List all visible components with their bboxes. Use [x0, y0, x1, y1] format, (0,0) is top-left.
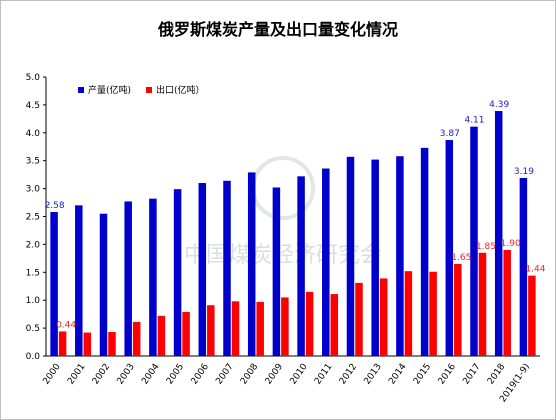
- data-label-production: 2.58: [45, 201, 65, 211]
- x-tick-label: 2016: [437, 362, 458, 387]
- bar-production: [297, 176, 305, 356]
- legend-label-export: 出口(亿吨）: [156, 84, 205, 96]
- y-tick-label: 4.0: [26, 129, 41, 139]
- y-tick-label: 1.5: [26, 268, 40, 278]
- bar-export: [132, 321, 141, 356]
- bar-production: [124, 201, 132, 356]
- bar-export: [207, 305, 215, 356]
- data-label-production: 3.19: [514, 167, 534, 177]
- bar-production: [519, 177, 528, 356]
- data-label-export: 1.90: [501, 239, 521, 249]
- data-label-production: 4.39: [489, 100, 509, 110]
- bar-export: [157, 315, 166, 356]
- x-tick-label: 2010: [288, 362, 309, 387]
- x-tick-label: 2012: [338, 362, 359, 386]
- y-tick-label: 3.5: [26, 157, 40, 167]
- x-tick-label: 2005: [165, 362, 186, 386]
- bar-export: [429, 271, 437, 356]
- bar-production: [445, 140, 454, 356]
- x-tick-label: 2003: [116, 362, 137, 386]
- bar-production: [99, 213, 108, 356]
- bar-production: [396, 156, 404, 356]
- bar-production: [420, 147, 429, 356]
- bar-production: [346, 156, 355, 356]
- x-tick-label: 2004: [140, 362, 161, 387]
- x-tick-label: 2018: [486, 362, 507, 387]
- x-tick-label: 2015: [412, 362, 433, 386]
- bar-production: [247, 172, 256, 356]
- bar-export: [182, 311, 190, 356]
- bar-export: [478, 252, 487, 356]
- chart-title: 俄罗斯煤炭产量及出口量变化情况: [157, 20, 398, 39]
- bar-production: [198, 183, 207, 356]
- x-tick-label: 2017: [461, 362, 482, 386]
- bar-export: [454, 263, 462, 356]
- bar-production: [223, 180, 231, 356]
- bar-export: [305, 291, 314, 356]
- y-tick-label: 0.0: [26, 352, 41, 362]
- y-tick-label: 0.5: [26, 324, 40, 334]
- x-tick-label: 2006: [190, 362, 211, 387]
- x-tick-label: 2001: [66, 362, 87, 386]
- bar-production: [50, 212, 58, 356]
- x-tick-label: 2011: [313, 362, 334, 386]
- bar-export: [503, 249, 511, 356]
- bar-export: [379, 278, 388, 356]
- bar-production: [149, 198, 157, 356]
- x-tick-label: 2000: [41, 362, 62, 387]
- y-tick-label: 2.5: [26, 213, 40, 223]
- bar-production: [272, 187, 281, 356]
- bar-export: [528, 275, 536, 356]
- x-tick-label: 2008: [239, 362, 260, 387]
- x-tick-label: 2009: [264, 362, 285, 387]
- bar-production: [322, 168, 330, 356]
- data-label-export: 0.44: [56, 320, 76, 330]
- data-label-production: 3.87: [440, 129, 460, 139]
- bar-export: [355, 282, 363, 356]
- bar-export: [231, 301, 240, 356]
- y-tick-label: 3.0: [26, 185, 41, 195]
- bar-export: [256, 301, 264, 356]
- x-tick-label: 2014: [387, 362, 408, 387]
- y-tick-label: 5.0: [26, 73, 41, 83]
- bar-production: [494, 111, 503, 357]
- legend-swatch-production: [78, 87, 84, 93]
- bar-export: [281, 297, 289, 356]
- y-tick-label: 4.5: [26, 101, 40, 111]
- y-tick-label: 2.0: [26, 240, 41, 250]
- x-tick-label: 2002: [91, 362, 112, 386]
- bar-export: [83, 332, 92, 356]
- legend-label-production: 产量(亿吨): [88, 84, 131, 96]
- y-tick-label: 1.0: [26, 296, 41, 306]
- data-label-export: 1.44: [525, 265, 545, 275]
- bar-export: [330, 294, 339, 356]
- bar-production: [173, 189, 182, 356]
- bar-production: [470, 126, 478, 356]
- bar-production: [371, 159, 379, 356]
- bar-production: [75, 205, 83, 356]
- legend-swatch-export: [146, 87, 152, 93]
- data-label-production: 4.11: [464, 116, 484, 126]
- x-tick-label: 2013: [363, 362, 384, 386]
- data-label-export: 1.85: [476, 242, 496, 252]
- bar-export: [58, 331, 67, 356]
- bar-export: [108, 332, 116, 356]
- x-tick-label: 2007: [214, 362, 235, 386]
- data-label-export: 1.65: [451, 253, 471, 263]
- bar-export: [404, 271, 413, 356]
